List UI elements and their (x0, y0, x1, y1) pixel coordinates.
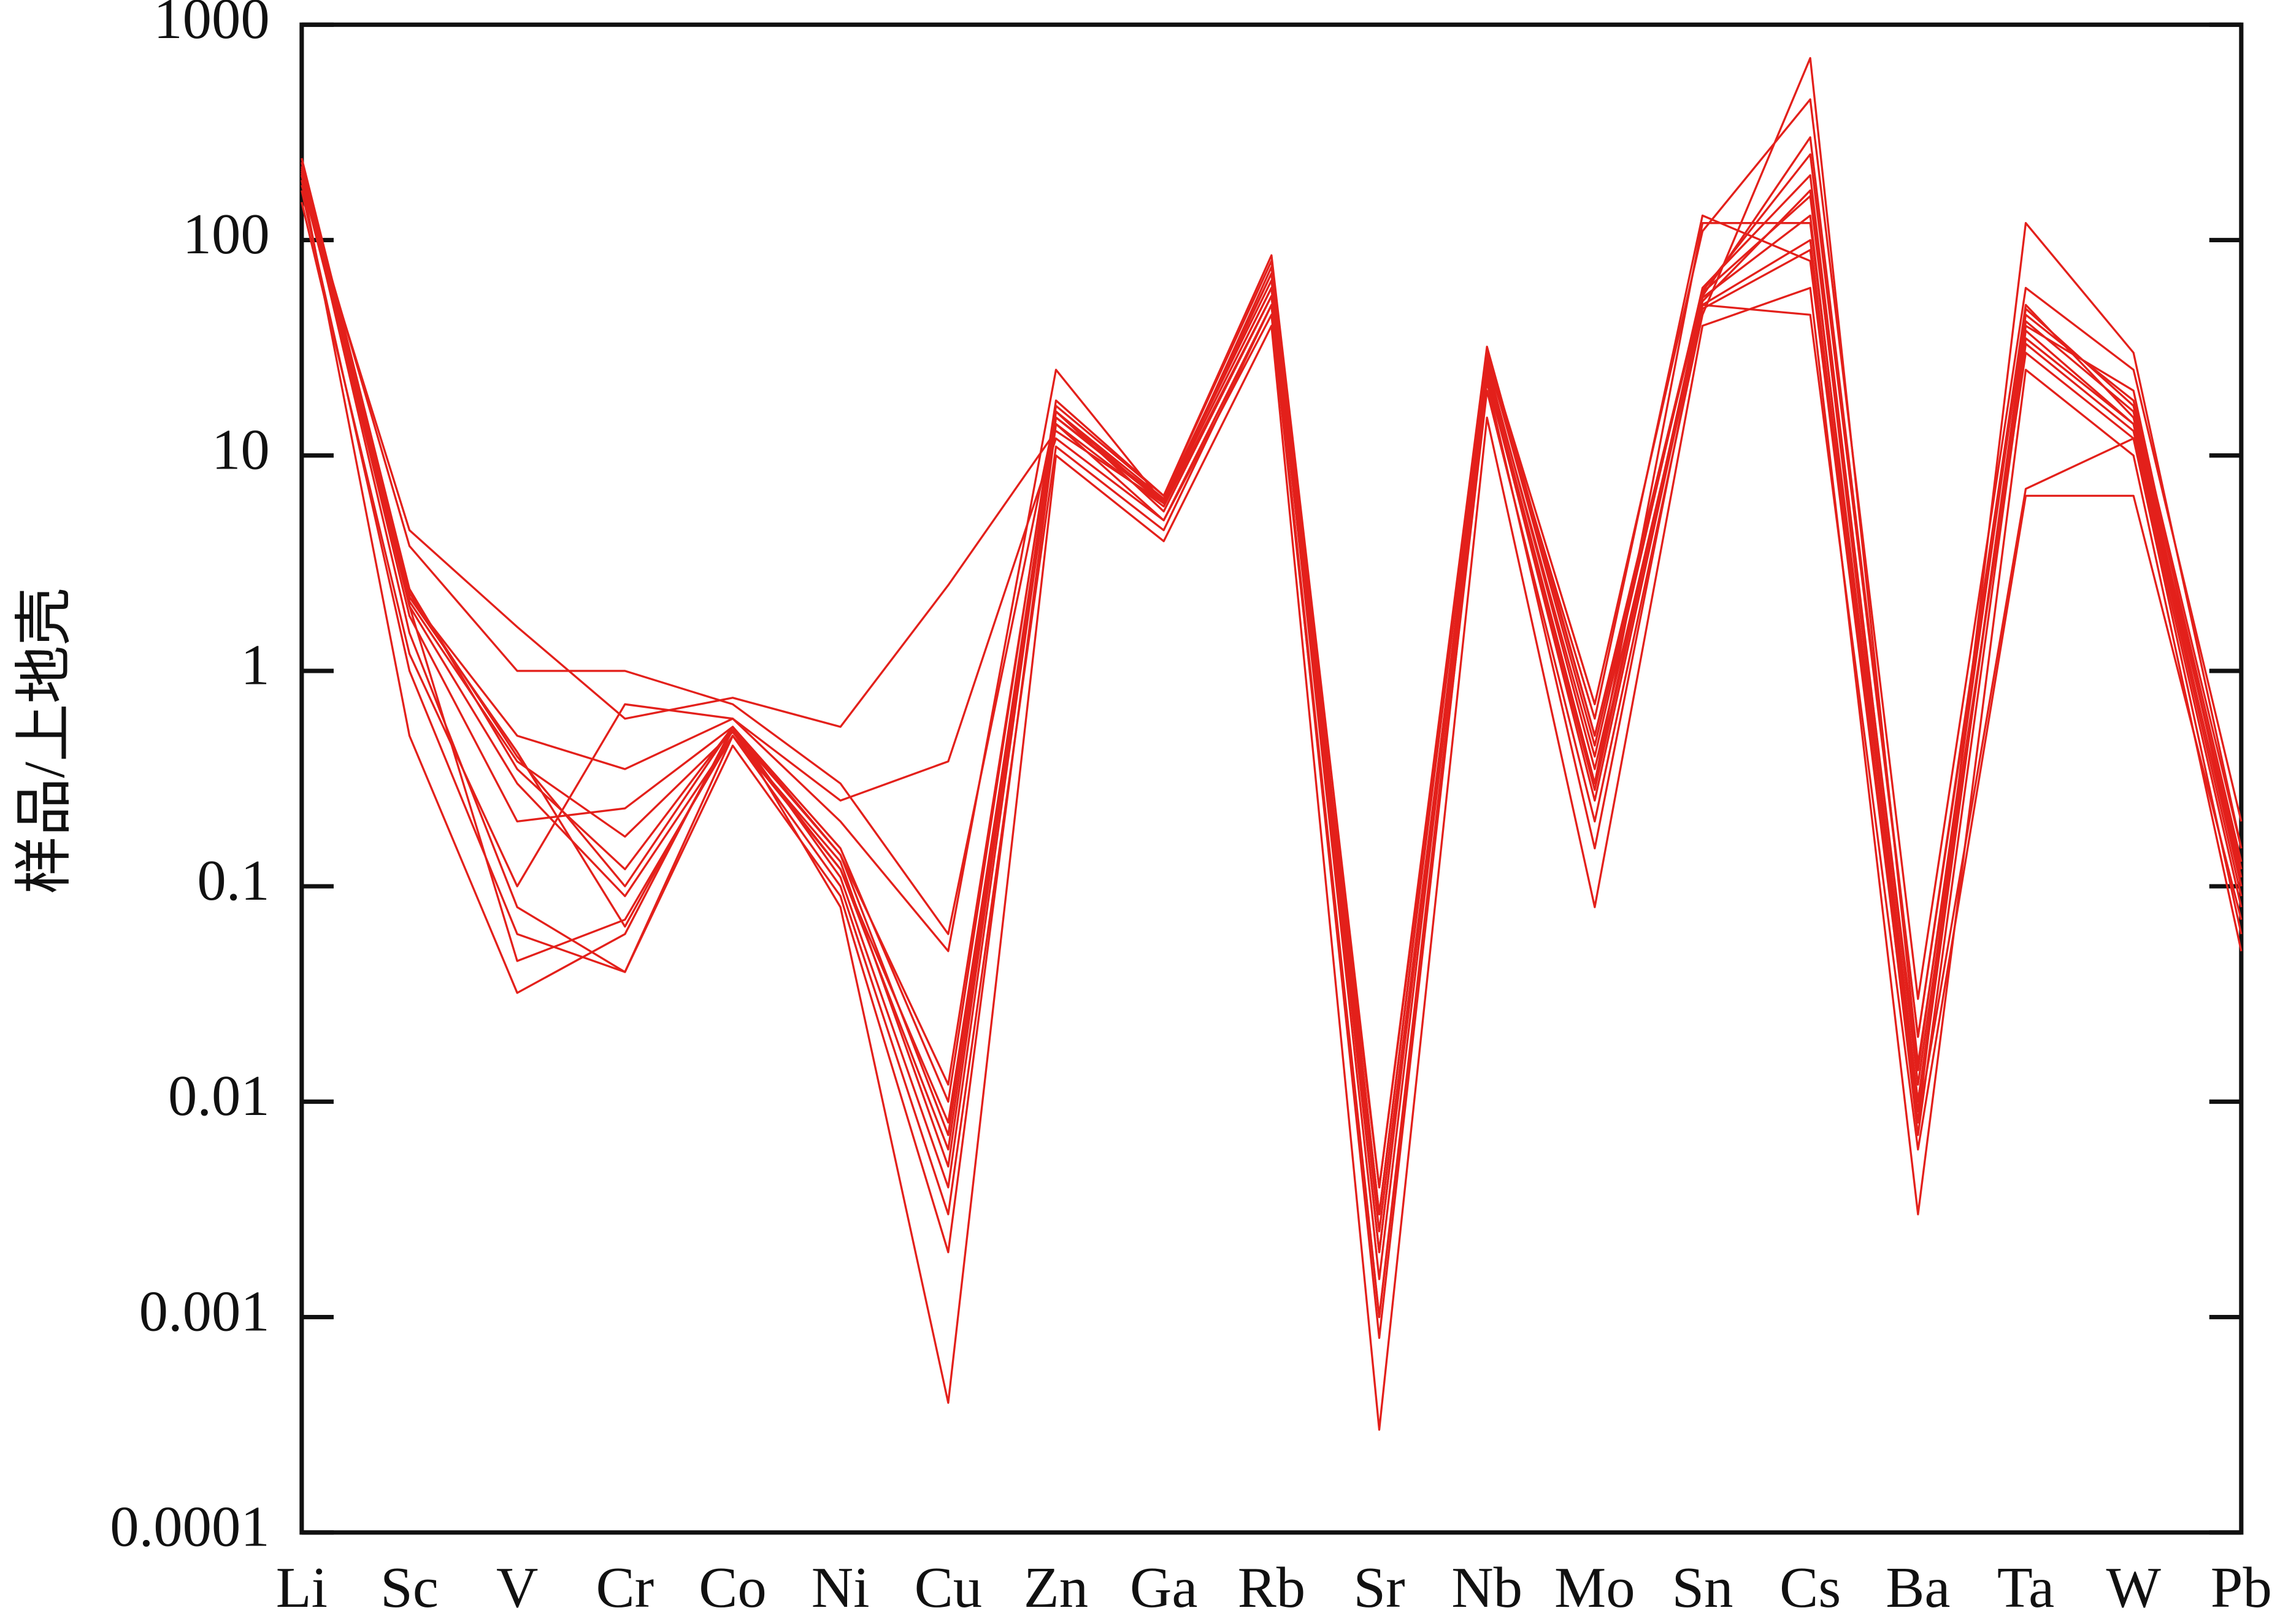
y-tick-label: 1 (240, 634, 269, 697)
x-tick-label: Cr (596, 1556, 654, 1620)
x-tick-label: Ta (1997, 1556, 2054, 1620)
x-tick-label: Li (276, 1556, 328, 1620)
series-line (301, 57, 2243, 1319)
x-tick-label: Zn (1024, 1556, 1088, 1620)
y-tick-label: 10 (212, 418, 270, 481)
x-tick-label: Mo (1554, 1556, 1635, 1620)
x-tick-label: W (2106, 1556, 2161, 1620)
y-axis-label: 样品/上地壳 (13, 588, 77, 894)
series-line (301, 153, 2243, 1189)
y-tick-label: 0.0001 (110, 1495, 270, 1559)
x-tick-label: Cs (1779, 1556, 1841, 1620)
series-line (301, 190, 2243, 1319)
x-tick-label: Rb (1238, 1556, 1306, 1620)
series-line (301, 98, 2243, 1216)
x-tick-label: Ba (1886, 1556, 1950, 1620)
y-tick-label: 1000 (153, 0, 269, 51)
x-tick-label: Sr (1353, 1556, 1405, 1620)
x-tick-label: Ni (812, 1556, 870, 1620)
series-line (301, 180, 2243, 1431)
series-line (301, 170, 2243, 1339)
series-line (301, 180, 2243, 1254)
series-line (301, 168, 2243, 1216)
x-tick-label: Sn (1672, 1556, 1733, 1620)
series-line (301, 175, 2243, 1281)
x-tick-label: Pb (2211, 1556, 2272, 1620)
x-tick-label: Sc (380, 1556, 439, 1620)
y-tick-label: 0.01 (168, 1064, 270, 1128)
x-tick-label: V (496, 1556, 538, 1620)
x-tick-label: Co (699, 1556, 767, 1620)
y-tick-label: 0.001 (139, 1279, 270, 1343)
y-tick-label: 100 (183, 202, 270, 266)
y-tick-label: 0.1 (197, 849, 269, 913)
plot-frame (299, 22, 2244, 1535)
x-tick-label: Ga (1130, 1556, 1197, 1620)
x-tick-label: Cu (915, 1556, 983, 1620)
x-tick-label: Nb (1451, 1556, 1522, 1620)
series-line (301, 185, 2243, 1254)
